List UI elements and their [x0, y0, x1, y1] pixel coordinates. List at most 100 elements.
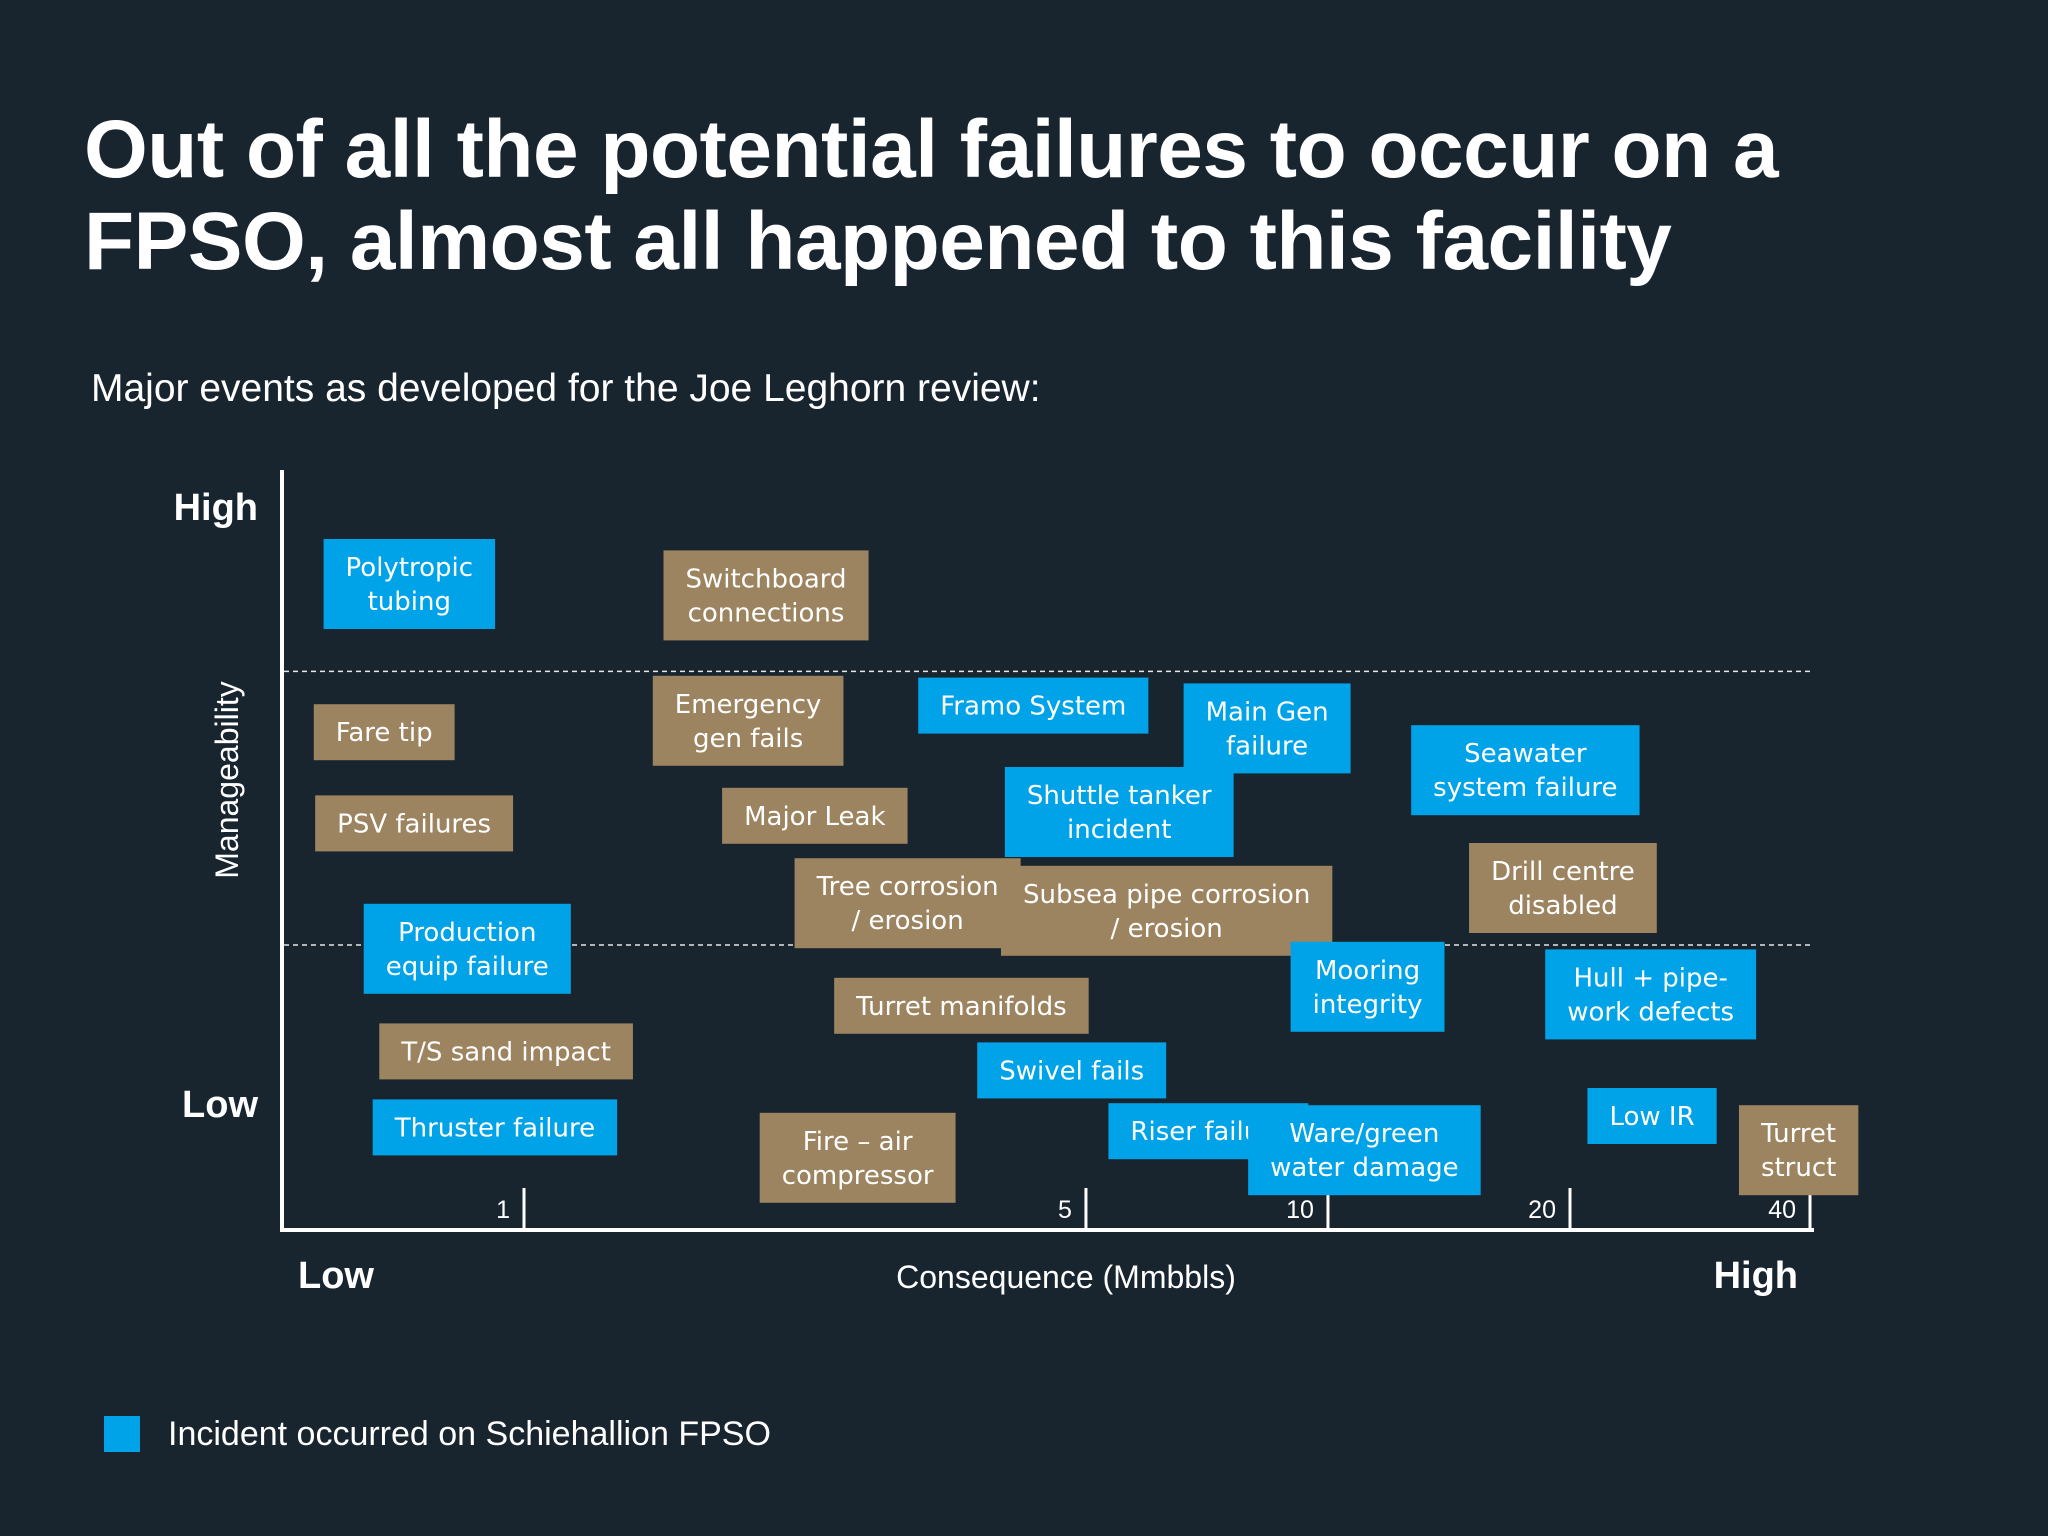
- event-box-bg: [1248, 1105, 1481, 1196]
- y-axis-high-label: High: [174, 487, 258, 529]
- event-label: / erosion: [851, 906, 963, 936]
- event-label: Tree corrosion: [816, 872, 999, 902]
- legend: Incident occurred on Schiehallion FPSO: [104, 1414, 771, 1454]
- slide-title: Out of all the potential failures to occ…: [84, 104, 1984, 288]
- event-label: Polytropic: [346, 553, 474, 583]
- event-label: system failure: [1433, 773, 1617, 803]
- event-label: Main Gen: [1206, 697, 1329, 727]
- event-label: gen fails: [693, 724, 803, 754]
- event-label: tubing: [368, 587, 451, 617]
- event-label: Switchboard: [686, 564, 847, 594]
- event-label: Fire – air: [803, 1127, 913, 1157]
- event-label: disabled: [1508, 891, 1617, 921]
- event-box: Emergency gen fails: [652, 675, 844, 766]
- event-label: Thruster failure: [394, 1113, 595, 1143]
- event-label: Turret: [1760, 1119, 1836, 1149]
- x-tick-label: 20: [1528, 1196, 1556, 1224]
- event-box-bg: [315, 795, 514, 852]
- event-box: Polytropic tubing: [323, 539, 496, 629]
- event-box-bg: [977, 1042, 1167, 1099]
- event-box-bg: [1411, 725, 1640, 816]
- event-box-bg: [663, 550, 869, 641]
- legend-label-incident: Incident occurred on Schiehallion FPSO: [168, 1414, 771, 1453]
- y-axis-low-label: Low: [182, 1084, 258, 1126]
- event-box: Tree corrosion / erosion: [794, 858, 1021, 949]
- event-box: Low IR: [1587, 1088, 1717, 1144]
- event-label: water damage: [1270, 1153, 1459, 1183]
- event-box: Swivel fails: [977, 1042, 1167, 1099]
- event-boxes: Polytropic tubing Switchboard connections Fa…: [313, 539, 1859, 1203]
- event-box-bg: [1587, 1088, 1717, 1144]
- event-box-bg: [363, 903, 571, 994]
- event-box-bg: [1738, 1105, 1859, 1196]
- event-box: T/S sand impact: [379, 1023, 633, 1080]
- event-box: Fire – air compressor: [759, 1112, 956, 1203]
- slide-title-line-1: Out of all the potential failures to occ…: [84, 104, 1779, 195]
- event-box: Production equip failure: [363, 903, 571, 994]
- event-box-bg: [652, 675, 844, 766]
- event-box-bg: [794, 858, 1021, 949]
- x-axis-high-label: High: [1714, 1255, 1798, 1297]
- event-label: Fare tip: [336, 718, 433, 748]
- event-label: connections: [688, 598, 845, 628]
- x-tick-label: 1: [496, 1196, 510, 1224]
- event-box: Hull + pipe-work defects: [1545, 949, 1757, 1040]
- event-box: Shuttle tanker incident: [1004, 767, 1234, 857]
- event-box-bg: [722, 787, 908, 844]
- event-label: Ware/green: [1289, 1119, 1439, 1149]
- event-box: Ware/green water damage: [1248, 1105, 1481, 1196]
- event-label: Seawater: [1464, 739, 1587, 769]
- event-label: Drill centre: [1491, 857, 1635, 887]
- event-label: failure: [1226, 731, 1308, 761]
- x-axis-title: Consequence (Mmbbls): [896, 1259, 1236, 1295]
- event-label: equip failure: [386, 952, 549, 982]
- event-box-bg: [379, 1023, 633, 1080]
- event-label: / erosion: [1111, 914, 1223, 944]
- event-box: Framo System: [918, 677, 1149, 734]
- x-tick-label: 40: [1768, 1196, 1796, 1224]
- event-label: Swivel fails: [999, 1056, 1144, 1086]
- event-label: Major Leak: [744, 802, 885, 832]
- event-box: Main Gen failure: [1183, 683, 1351, 774]
- event-box-bg: [1469, 843, 1657, 933]
- event-label: Emergency: [675, 690, 822, 720]
- event-label: Hull + pipe-: [1573, 963, 1727, 993]
- axes: [280, 470, 1814, 1232]
- event-box: Fare tip: [313, 704, 455, 761]
- legend-swatch-incident: [104, 1416, 140, 1452]
- event-box-bg: [759, 1112, 956, 1203]
- event-label: Mooring: [1315, 956, 1420, 986]
- event-box: Thruster failure: [372, 1099, 618, 1156]
- event-label: work defects: [1567, 997, 1734, 1027]
- slide-subtitle: Major events as developed for the Joe Le…: [91, 367, 1041, 410]
- event-label: incident: [1067, 815, 1171, 845]
- event-box: Turret struct: [1738, 1105, 1859, 1196]
- x-ticks: 1 5 10 20 40: [496, 1188, 1812, 1230]
- event-label: compressor: [782, 1161, 934, 1191]
- event-box: Drill centre disabled: [1469, 843, 1657, 933]
- event-label: struct: [1761, 1153, 1836, 1183]
- event-label: Low IR: [1609, 1102, 1694, 1132]
- event-box-bg: [1545, 949, 1757, 1040]
- event-label: Production: [398, 918, 536, 948]
- event-box: PSV failures: [315, 795, 514, 852]
- event-box-bg: [834, 977, 1089, 1034]
- event-box-bg: [372, 1099, 618, 1156]
- event-box-bg: [1290, 941, 1445, 1032]
- y-axis-title: Manageability: [209, 681, 245, 878]
- event-box: Switchboard connections: [663, 550, 869, 641]
- event-box-bg: [323, 539, 496, 629]
- event-label: T/S sand impact: [400, 1037, 611, 1067]
- event-box: Subsea pipe corrosion / erosion: [1000, 865, 1333, 956]
- event-box-bg: [1183, 683, 1351, 774]
- event-label: integrity: [1313, 990, 1423, 1020]
- event-label: PSV failures: [337, 809, 491, 839]
- event-box: Major Leak: [722, 787, 908, 844]
- slide-title-line-2: FPSO, almost all happened to this facili…: [84, 196, 1672, 287]
- event-label: Shuttle tanker: [1027, 781, 1212, 811]
- event-box-bg: [1000, 865, 1333, 956]
- event-box: Seawater system failure: [1411, 725, 1640, 816]
- event-box-bg: [918, 677, 1149, 734]
- event-label: Framo System: [940, 692, 1126, 722]
